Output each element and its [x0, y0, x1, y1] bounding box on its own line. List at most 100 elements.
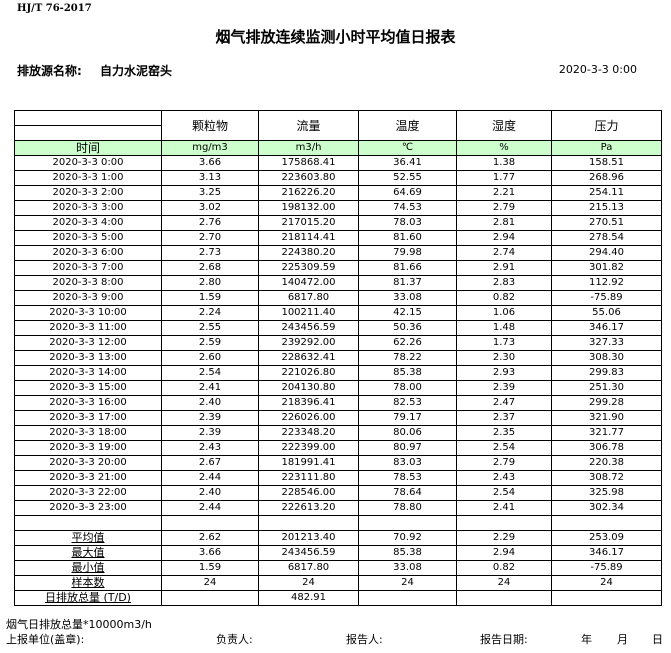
cell-value: 100211.40 [258, 305, 359, 321]
cell-value: 222613.20 [258, 500, 359, 516]
row-label: 2020-3-3 6:00 [14, 245, 162, 261]
table-row: 2020-3-3 16:00 2.40 218396.41 82.53 2.47 299.… [14, 395, 662, 411]
unit-cell: % [456, 140, 552, 156]
cell-value: 2.70 [161, 230, 259, 246]
summary-row: 日排放总量 (T/D) 482.91 [14, 590, 662, 606]
table-row: 2020-3-3 11:00 2.55 243456.59 50.36 1.48 346.… [14, 320, 662, 336]
cell-value: 217015.20 [258, 215, 359, 231]
cell-value: 1.73 [456, 335, 552, 351]
row-label: 2020-3-3 20:00 [14, 455, 162, 471]
cell-value: 321.90 [551, 410, 662, 426]
cell-value: 253.09 [551, 530, 662, 546]
table-row: 2020-3-3 6:00 2.73 224380.20 79.98 2.74 294.4… [14, 245, 662, 261]
cell-value [161, 515, 259, 531]
cell-value: 42.15 [358, 305, 457, 321]
year-label: 年 [581, 633, 592, 646]
row-label: 2020-3-3 7:00 [14, 260, 162, 276]
cell-value: -75.89 [551, 560, 662, 576]
cell-value: 175868.41 [258, 155, 359, 171]
row-label: 2020-3-3 17:00 [14, 410, 162, 426]
column-header: 湿度 [456, 110, 552, 141]
cell-value: 78.64 [358, 485, 457, 501]
report-table: 颗粒物 流量 温度 湿度 压力 时间 mg/m3 m3/h ℃ % Pa 202… [14, 110, 662, 606]
cell-value: 1.59 [161, 290, 259, 306]
cell-value: 308.30 [551, 350, 662, 366]
row-label: 2020-3-3 5:00 [14, 230, 162, 246]
cell-value: 2.76 [161, 215, 259, 231]
cell-value: 2.55 [161, 320, 259, 336]
corner-cell-bottom [14, 125, 162, 141]
column-header: 流量 [258, 110, 359, 141]
cell-value: 1.06 [456, 305, 552, 321]
cell-value: 225309.59 [258, 260, 359, 276]
reporter-label: 报告人: [346, 633, 383, 646]
cell-value: 268.96 [551, 170, 662, 186]
reporting-unit-label: 上报单位(盖章): [6, 633, 85, 646]
cell-value: 1.48 [456, 320, 552, 336]
cell-value [358, 515, 457, 531]
row-label: 2020-3-3 4:00 [14, 215, 162, 231]
unit-cell: ℃ [358, 140, 457, 156]
unit-cell: Pa [551, 140, 662, 156]
cell-value: 2.40 [161, 485, 259, 501]
cell-value: 2.79 [456, 200, 552, 216]
cell-value [551, 590, 662, 606]
cell-value [456, 515, 552, 531]
source-name: 自力水泥窑头 [100, 64, 173, 78]
cell-value: 201213.40 [258, 530, 359, 546]
cell-value: 2.81 [456, 215, 552, 231]
cell-value: 2.62 [161, 530, 259, 546]
cell-value: 482.91 [258, 590, 359, 606]
row-label: 2020-3-3 10:00 [14, 305, 162, 321]
cell-value: 346.17 [551, 320, 662, 336]
cell-value: 223603.80 [258, 170, 359, 186]
cell-value: 2.94 [456, 545, 552, 561]
cell-value: 24 [358, 575, 457, 591]
table-row: 2020-3-3 14:00 2.54 221026.80 85.38 2.93 299.… [14, 365, 662, 381]
cell-value: 81.60 [358, 230, 457, 246]
cell-value: 85.38 [358, 545, 457, 561]
table-row: 2020-3-3 15:00 2.41 204130.80 78.00 2.39 251.… [14, 380, 662, 396]
cell-value: 6817.80 [258, 560, 359, 576]
cell-value: 2.93 [456, 365, 552, 381]
cell-value: 78.53 [358, 470, 457, 486]
row-label: 2020-3-3 16:00 [14, 395, 162, 411]
cell-value: 218396.41 [258, 395, 359, 411]
cell-value: 2.39 [456, 380, 552, 396]
cell-value: 216226.20 [258, 185, 359, 201]
cell-value: 2.43 [456, 470, 552, 486]
cell-value: 2.30 [456, 350, 552, 366]
cell-value: 2.21 [456, 185, 552, 201]
cell-value: 81.37 [358, 275, 457, 291]
cell-value: 228632.41 [258, 350, 359, 366]
cell-value: 2.43 [161, 440, 259, 456]
row-label: 最大值 [14, 545, 162, 561]
cell-value: 24 [258, 575, 359, 591]
cell-value: 78.03 [358, 215, 457, 231]
cell-value: 140472.00 [258, 275, 359, 291]
cell-value [161, 590, 259, 606]
cell-value: 2.44 [161, 500, 259, 516]
cell-value [258, 515, 359, 531]
cell-value: 24 [551, 575, 662, 591]
table-row: 2020-3-3 7:00 2.68 225309.59 81.66 2.91 301.8… [14, 260, 662, 276]
cell-value: 2.39 [161, 410, 259, 426]
cell-value: 302.34 [551, 500, 662, 516]
cell-value: 0.82 [456, 560, 552, 576]
row-label: 平均值 [14, 530, 162, 546]
cell-value: 83.03 [358, 455, 457, 471]
cell-value: 78.80 [358, 500, 457, 516]
cell-value: 223348.20 [258, 425, 359, 441]
unit-cell: mg/m3 [161, 140, 259, 156]
month-label: 月 [617, 633, 628, 646]
cell-value: 294.40 [551, 245, 662, 261]
cell-value: 33.08 [358, 560, 457, 576]
table-row: 2020-3-3 23:00 2.44 222613.20 78.80 2.41 302.… [14, 500, 662, 516]
cell-value: 2.59 [161, 335, 259, 351]
cell-value: 308.72 [551, 470, 662, 486]
table-row: 2020-3-3 13:00 2.60 228632.41 78.22 2.30 308.… [14, 350, 662, 366]
column-header: 温度 [358, 110, 457, 141]
row-label: 2020-3-3 22:00 [14, 485, 162, 501]
summary-row: 最小值 1.59 6817.80 33.08 0.82 -75.89 [14, 560, 662, 576]
row-label: 2020-3-3 2:00 [14, 185, 162, 201]
